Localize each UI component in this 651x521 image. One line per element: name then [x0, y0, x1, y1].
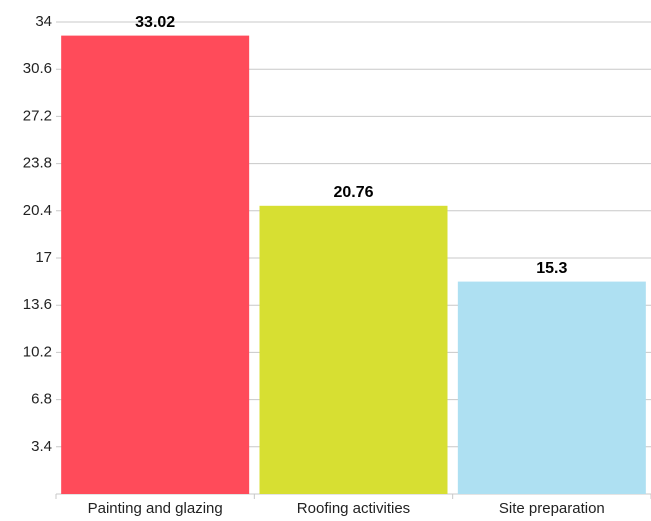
- y-tick-label: 34: [35, 13, 52, 30]
- x-tick-label: Site preparation: [499, 500, 605, 517]
- y-tick-label: 13.6: [23, 296, 52, 313]
- y-tick-label: 23.8: [23, 155, 52, 172]
- bar: [259, 205, 448, 494]
- bar: [457, 281, 646, 494]
- y-tick-label: 20.4: [23, 202, 52, 219]
- y-tick-label: 3.4: [31, 438, 52, 455]
- y-tick-label: 6.8: [31, 391, 52, 408]
- y-tick-label: 30.6: [23, 60, 52, 77]
- bar: [61, 35, 250, 494]
- value-label: 15.3: [536, 260, 567, 277]
- y-tick-label: 10.2: [23, 343, 52, 360]
- y-tick-label: 27.2: [23, 107, 52, 124]
- x-tick-label: Roofing activities: [297, 500, 410, 517]
- y-tick-label: 17: [35, 249, 52, 266]
- value-label: 20.76: [333, 184, 373, 201]
- value-label: 33.02: [135, 14, 175, 31]
- x-tick-label: Painting and glazing: [88, 500, 223, 517]
